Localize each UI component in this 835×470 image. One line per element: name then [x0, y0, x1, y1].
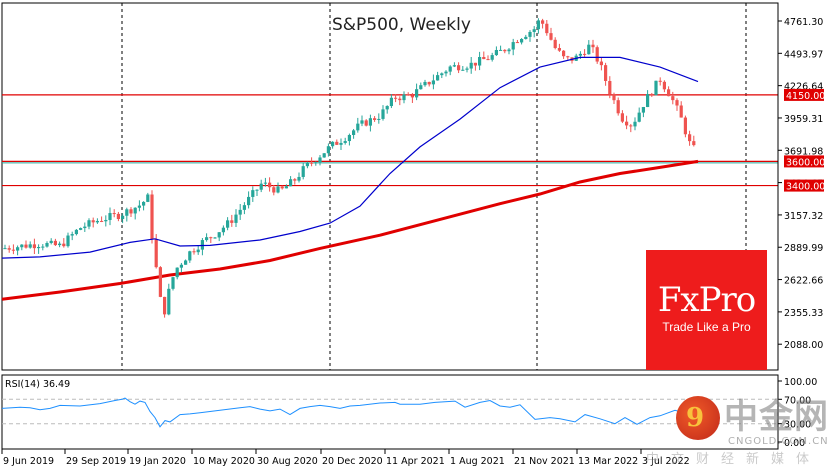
- chart-title: S&P500, Weekly: [332, 15, 471, 35]
- svg-text:21 Nov 2021: 21 Nov 2021: [514, 456, 575, 467]
- svg-text:10 May 2020: 10 May 2020: [193, 456, 255, 467]
- svg-text:4226.64: 4226.64: [784, 82, 823, 93]
- cngold-subtitle: 中文财经新媒体: [646, 452, 822, 467]
- svg-text:70.00: 70.00: [784, 395, 811, 406]
- cngold-url: CNGOLD.COM.CN: [728, 436, 829, 447]
- rsi-panel: RSI(14) 36.49: [1, 374, 779, 450]
- svg-text:2088.00: 2088.00: [784, 340, 823, 351]
- svg-text:19 Jan 2020: 19 Jan 2020: [129, 456, 186, 467]
- svg-text:3959.31: 3959.31: [784, 114, 823, 125]
- svg-text:4761.30: 4761.30: [784, 17, 823, 28]
- svg-text:0.00: 0.00: [784, 438, 805, 449]
- ma200-line: [1, 159, 699, 301]
- rsi-line: [1, 397, 701, 428]
- time-axis: 9 Jun 2019 29 Sep 2019 19 Jan 2020 10 May 2…: [1, 449, 690, 467]
- svg-text:3691.98: 3691.98: [784, 146, 823, 157]
- cngold-name: 中金网: [724, 397, 829, 437]
- fxpro-tagline: Trade Like a Pro: [662, 320, 751, 334]
- svg-text:20 Dec 2020: 20 Dec 2020: [322, 456, 383, 467]
- rsi-axis: 100.00 70.00 30.00 0.00: [778, 377, 817, 449]
- ma50-line: [1, 56, 699, 259]
- svg-text:4493.97: 4493.97: [784, 49, 823, 60]
- svg-text:2622.66: 2622.66: [784, 276, 823, 287]
- svg-text:13 Mar 2022: 13 Mar 2022: [578, 456, 638, 467]
- svg-text:11 Apr 2021: 11 Apr 2021: [386, 456, 445, 467]
- rsi-label: RSI(14) 36.49: [5, 379, 70, 390]
- svg-text:4150.00: 4150.00: [786, 91, 825, 102]
- svg-text:3600.00: 3600.00: [786, 157, 825, 168]
- main-panel: S&P500, Weekly: [1, 2, 779, 449]
- svg-text:100.00: 100.00: [784, 377, 817, 388]
- svg-text:3 Jul 2022: 3 Jul 2022: [642, 456, 690, 467]
- fxpro-brand: FxPro: [657, 280, 756, 320]
- svg-text:2355.33: 2355.33: [784, 308, 823, 319]
- fxpro-logo: FxPro Trade Like a Pro: [646, 250, 767, 370]
- cngold-swirl-icon: 9: [686, 403, 705, 433]
- cngold-logo-icon: [676, 396, 720, 440]
- candles: [3, 18, 696, 318]
- rsi-guides: [2, 398, 778, 425]
- svg-text:30.00: 30.00: [784, 420, 811, 431]
- cngold-watermark: 9 中金网 CNGOLD.COM.CN 中文财经新媒体: [646, 396, 835, 467]
- svg-text:30 Aug 2020: 30 Aug 2020: [257, 456, 318, 467]
- svg-text:3157.32: 3157.32: [784, 211, 823, 222]
- svg-text:9 Jun 2019: 9 Jun 2019: [3, 456, 54, 467]
- svg-text:1 Aug 2021: 1 Aug 2021: [450, 456, 505, 467]
- svg-text:29 Sep 2019: 29 Sep 2019: [66, 456, 126, 467]
- svg-text:3400.00: 3400.00: [786, 182, 825, 193]
- svg-text:2889.99: 2889.99: [784, 243, 823, 254]
- level-labels: 4150.00 3600.00 3400.00: [784, 88, 825, 193]
- horizontal-levels: [2, 94, 778, 187]
